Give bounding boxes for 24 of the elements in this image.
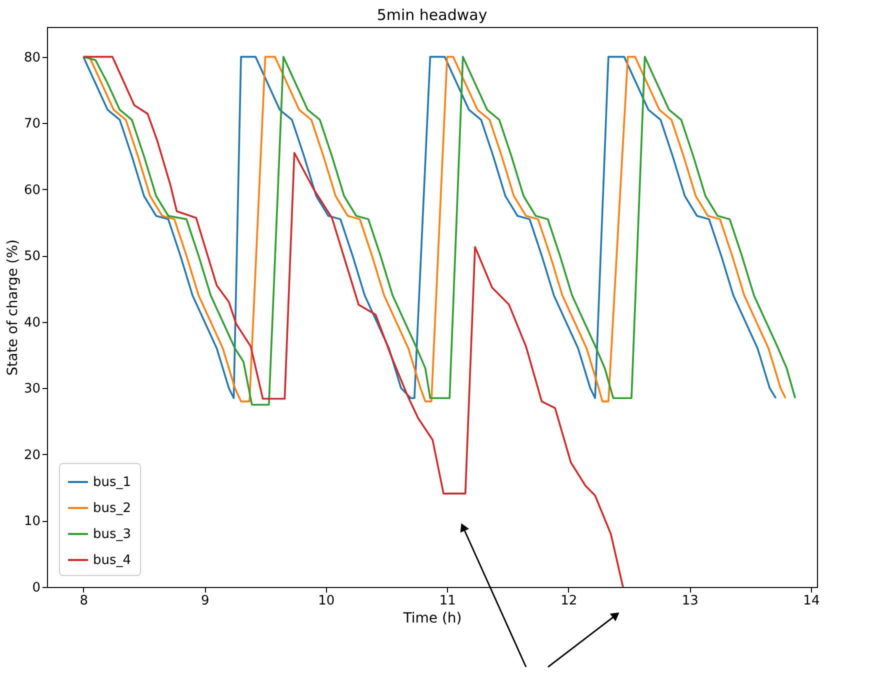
y-tick-label: 80 [24,50,40,66]
y-tick-label: 60 [24,182,40,198]
y-tick-label: 30 [24,382,40,397]
legend-label: bus_3 [93,527,132,542]
y-tick-label: 70 [24,116,40,132]
x-tick-label: 8 [80,594,88,608]
legend-label: bus_2 [93,501,132,516]
x-axis-title: Time (h) [402,610,462,626]
x-tick-label: 9 [200,594,210,608]
x-tick-label: 14 [803,594,820,608]
y-axis-title: State of charge (%) [4,239,21,376]
y-tick-label: 20 [24,448,40,463]
x-tick-label: 13 [682,594,698,608]
x-tick-label: 12 [560,594,578,608]
x-tick-label: 10 [318,594,335,608]
legend-label: bus_1 [93,475,132,490]
legend-label: bus_4 [93,553,132,568]
y-tick-label: 10 [24,514,40,530]
chart-title: 5min headway [376,6,488,24]
y-tick-label: 50 [24,249,40,264]
y-tick-label: 0 [32,580,40,596]
line-series [82,56,624,587]
x-tick-label: 11 [439,594,456,608]
y-tick-label: 40 [24,315,40,330]
